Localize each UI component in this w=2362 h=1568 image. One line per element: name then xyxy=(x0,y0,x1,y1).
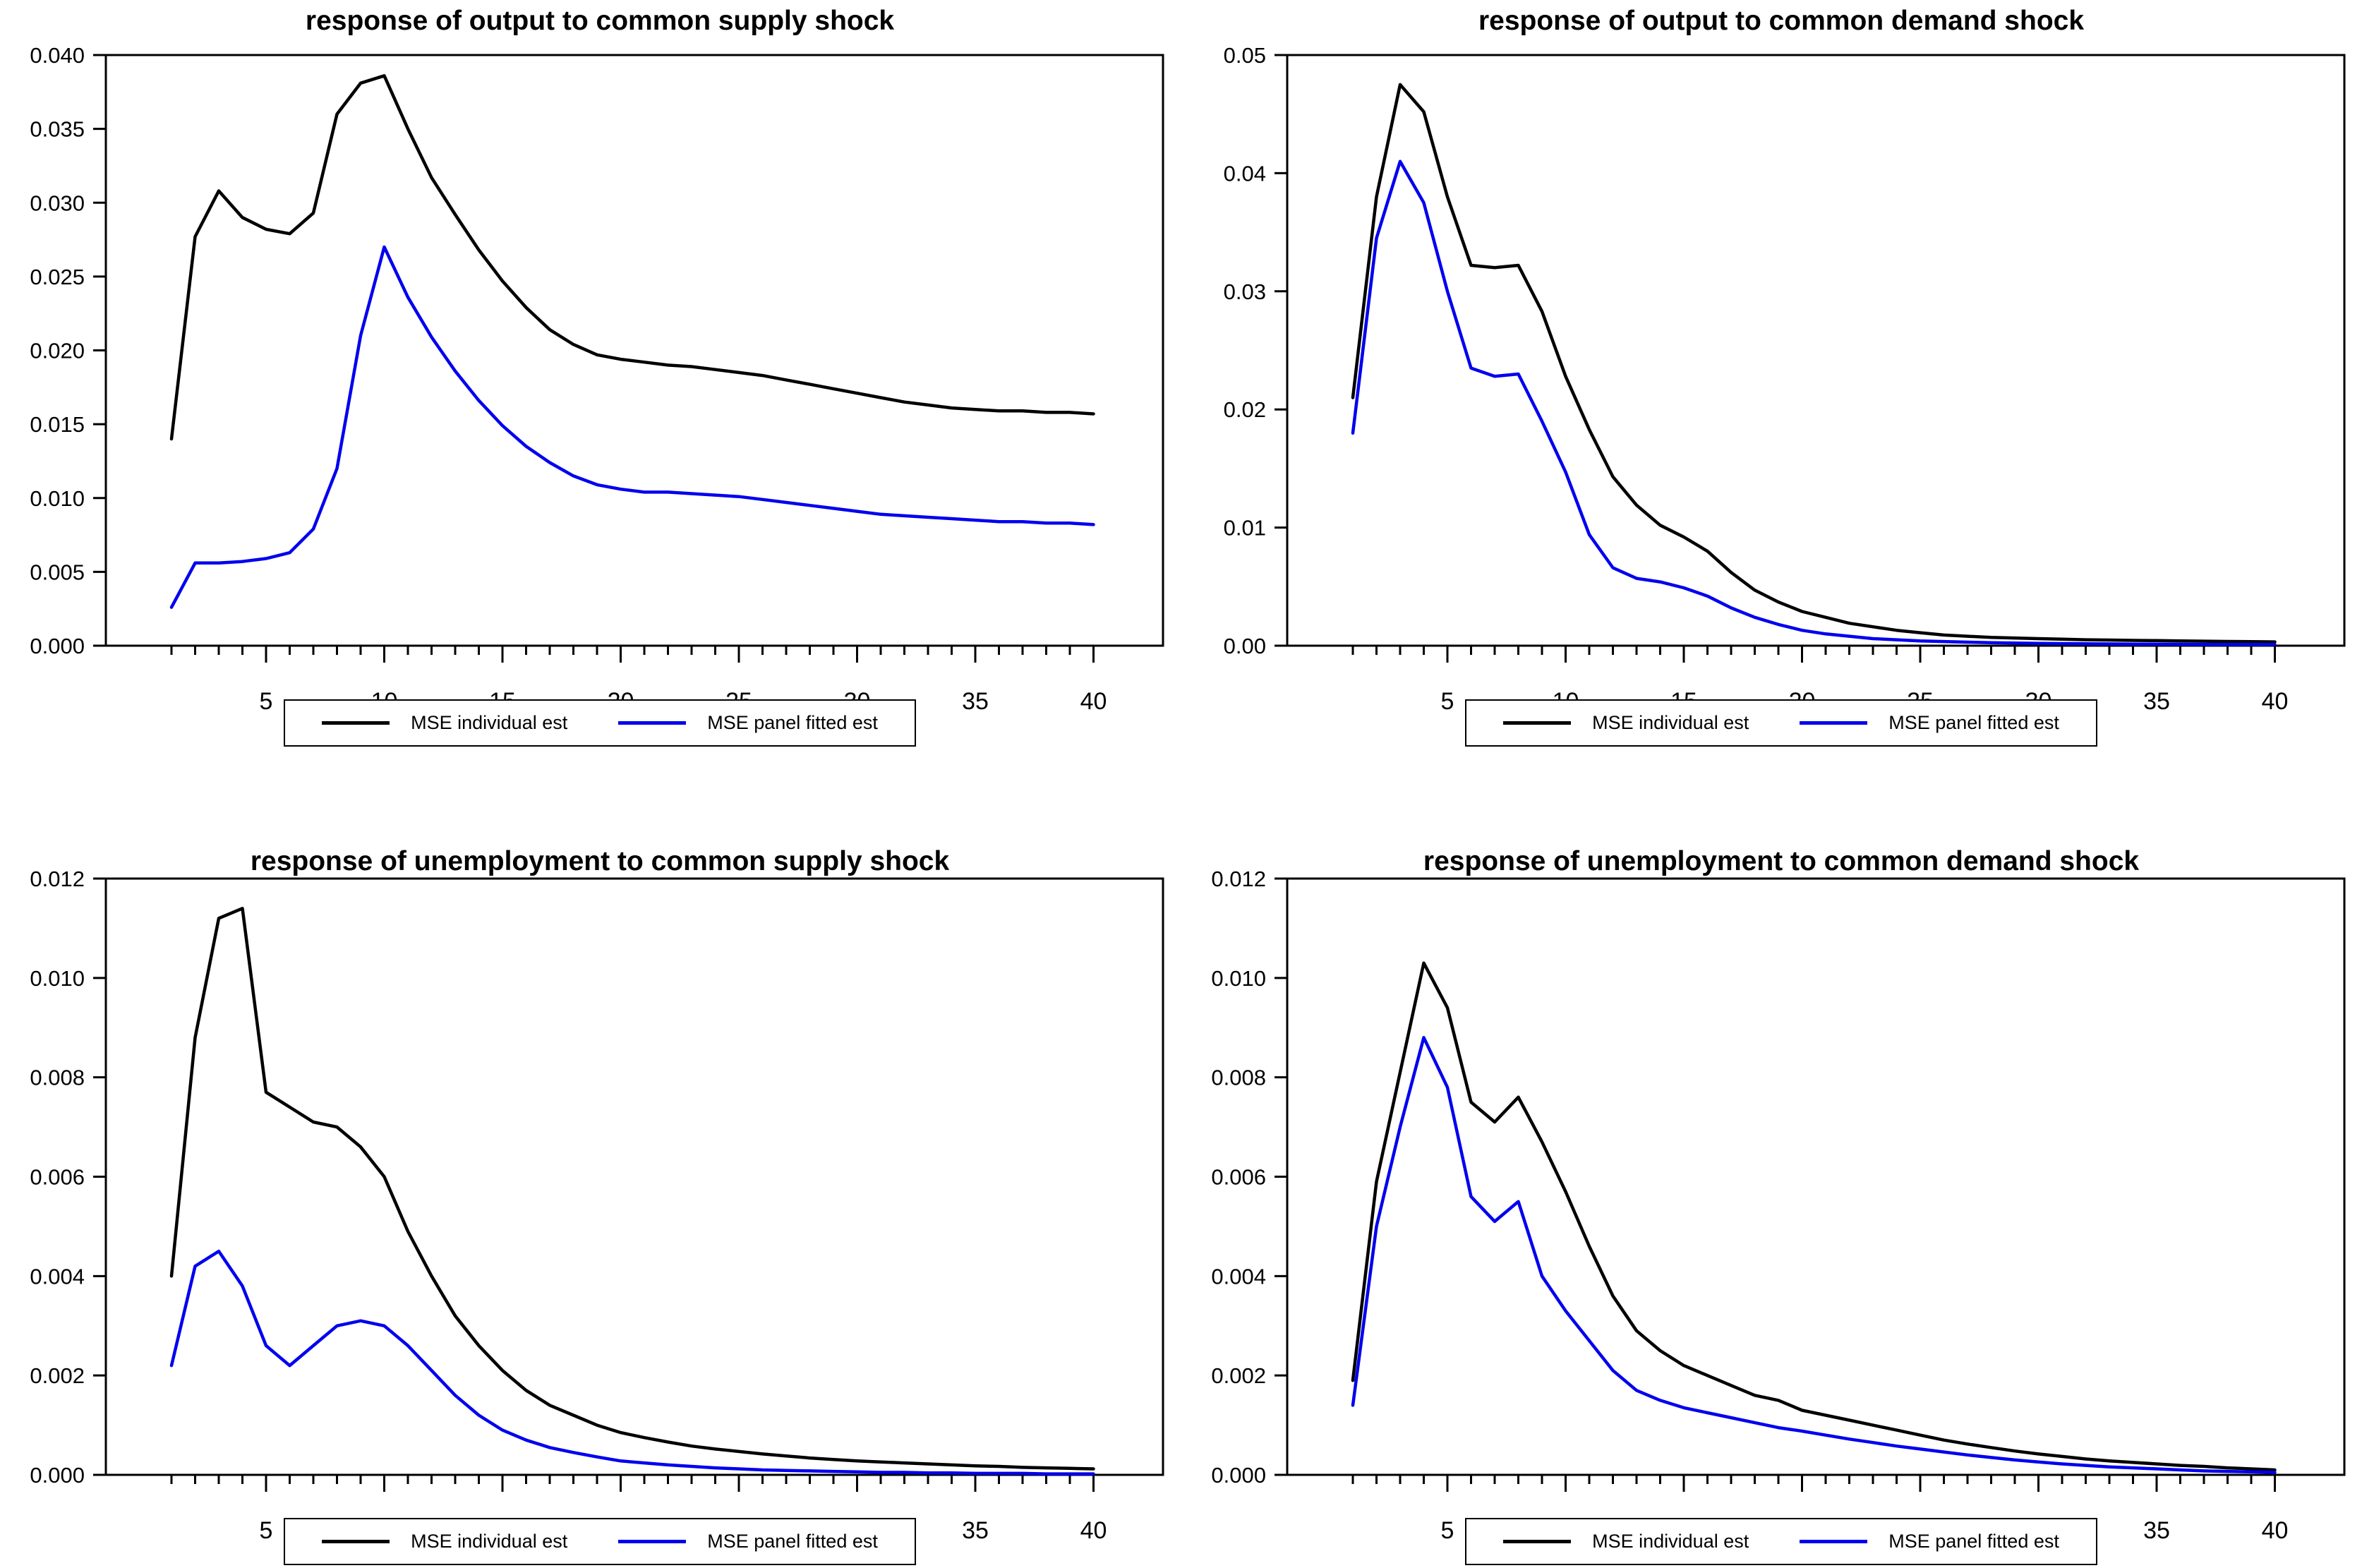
legend-label-panel-fitted: MSE panel fitted est xyxy=(1888,712,2059,733)
series-line-mse-panel-fitted xyxy=(1351,1036,2277,1474)
y-tick-label: 0.025 xyxy=(30,265,85,289)
blue-line-swatch-icon xyxy=(1800,721,1868,725)
legend-container: MSE individual est MSE panel fitted est xyxy=(1287,699,2275,747)
plot-area-output-demand: 0.050.040.030.020.010.00510152025303540 xyxy=(1224,43,2346,715)
chart-title: response of output to common demand shoc… xyxy=(1478,6,2085,36)
y-tick-label: 0.01 xyxy=(1224,516,1266,541)
legend-label-individual: MSE individual est xyxy=(1592,712,1749,733)
chart-title: response of output to common supply shoc… xyxy=(305,6,895,36)
legend-label-individual: MSE individual est xyxy=(411,712,568,733)
y-tick-label: 0.012 xyxy=(1211,867,1266,891)
plot-area-unemployment-supply: 0.0120.0100.0080.0060.0040.0020.00051015… xyxy=(30,867,1164,1544)
y-tick-label: 0.004 xyxy=(30,1264,85,1289)
legend-item-panel-fitted: MSE panel fitted est xyxy=(1800,712,2059,734)
panel-unemployment-supply-shock: response of unemployment to common suppl… xyxy=(0,784,1181,1568)
legend-label-individual: MSE individual est xyxy=(1592,1531,1749,1552)
x-tick-label: 5 xyxy=(1441,1517,1454,1544)
y-tick-label: 0.02 xyxy=(1224,397,1266,422)
panel-unemployment-demand-shock: response of unemployment to common deman… xyxy=(1181,784,2362,1568)
series-line-mse-panel-fitted xyxy=(1351,159,2277,646)
y-tick-label: 0.030 xyxy=(30,191,85,215)
y-tick-label: 0.020 xyxy=(30,339,85,363)
y-tick-label: 0.000 xyxy=(1211,1463,1266,1488)
legend-item-individual: MSE individual est xyxy=(1503,712,1749,734)
legend-container: MSE individual est MSE panel fitted est xyxy=(1287,1518,2275,1565)
black-line-swatch-icon xyxy=(1503,721,1572,725)
series-line-mse-individual xyxy=(169,74,1095,441)
y-tick-label: 0.002 xyxy=(30,1363,85,1388)
plot-area-unemployment-demand: 0.0120.0100.0080.0060.0040.0020.00051015… xyxy=(1211,867,2346,1544)
blue-line-swatch-icon xyxy=(1800,1540,1868,1543)
plot-frame xyxy=(104,54,1164,647)
y-tick-label: 0.010 xyxy=(30,966,85,991)
x-tick-label: 35 xyxy=(962,688,989,715)
y-tick-label: 0.000 xyxy=(30,634,85,658)
plot-frame xyxy=(1286,54,2346,647)
legend-box: MSE individual est MSE panel fitted est xyxy=(284,1518,916,1565)
black-line-swatch-icon xyxy=(1503,1540,1572,1543)
y-tick-label: 0.002 xyxy=(1211,1363,1266,1388)
legend-label-panel-fitted: MSE panel fitted est xyxy=(1888,1531,2059,1552)
series-line-mse-panel-fitted xyxy=(169,1249,1095,1476)
x-tick-label: 40 xyxy=(1080,688,1107,715)
y-tick-label: 0.05 xyxy=(1224,43,1266,68)
panel-output-demand-shock: response of output to common demand shoc… xyxy=(1181,0,2362,784)
plot-area-output-supply: 0.040 0.035 0.030 0.025 0.020 0.015 0.010 0.005… xyxy=(30,43,1164,715)
x-tick-label: 35 xyxy=(2143,1517,2170,1544)
legend-item-individual: MSE individual est xyxy=(322,712,567,734)
legend-container: MSE individual est MSE panel fitted est xyxy=(106,699,1094,747)
y-tick-label: 0.006 xyxy=(1211,1165,1266,1190)
y-tick-label: 0.008 xyxy=(1211,1066,1266,1090)
legend-label-individual: MSE individual est xyxy=(411,1531,568,1552)
x-tick-label: 5 xyxy=(260,688,273,715)
chart-title: response of unemployment to common deman… xyxy=(1423,846,2140,876)
series-line-mse-individual xyxy=(1351,961,2277,1472)
y-tick-label: 0.010 xyxy=(30,486,85,511)
y-tick-label: 0.035 xyxy=(30,117,85,142)
blue-line-swatch-icon xyxy=(618,721,687,725)
x-tick-label: 5 xyxy=(260,1517,273,1544)
legend-box: MSE individual est MSE panel fitted est xyxy=(1465,699,2097,747)
y-tick-label: 0.000 xyxy=(30,1463,85,1488)
y-tick-label: 0.010 xyxy=(1211,966,1266,991)
series-line-mse-individual xyxy=(169,907,1095,1471)
x-tick-label: 40 xyxy=(2262,1517,2289,1544)
y-tick-label: 0.006 xyxy=(30,1165,85,1190)
series-line-mse-panel-fitted xyxy=(169,245,1095,609)
x-tick-label: 40 xyxy=(2262,688,2289,715)
black-line-swatch-icon xyxy=(322,1540,390,1543)
legend-item-individual: MSE individual est xyxy=(322,1531,567,1552)
y-tick-label: 0.040 xyxy=(30,43,85,68)
legend-item-panel-fitted: MSE panel fitted est xyxy=(618,1531,878,1552)
black-line-swatch-icon xyxy=(322,721,390,725)
blue-line-swatch-icon xyxy=(618,1540,687,1543)
x-tick-label: 35 xyxy=(2143,688,2170,715)
y-tick-label: 0.04 xyxy=(1224,161,1266,186)
series-line-mse-individual xyxy=(1351,83,2277,644)
legend-container: MSE individual est MSE panel fitted est xyxy=(106,1518,1094,1565)
legend-box: MSE individual est MSE panel fitted est xyxy=(284,699,916,747)
legend-item-individual: MSE individual est xyxy=(1503,1531,1749,1552)
y-tick-label: 0.015 xyxy=(30,412,85,437)
y-tick-label: 0.00 xyxy=(1224,634,1266,658)
y-tick-label: 0.005 xyxy=(30,560,85,584)
legend-label-panel-fitted: MSE panel fitted est xyxy=(707,712,878,733)
chart-title: response of unemployment to common suppl… xyxy=(250,846,950,876)
plot-frame xyxy=(1286,877,2346,1476)
legend-label-panel-fitted: MSE panel fitted est xyxy=(707,1531,878,1552)
plot-frame xyxy=(104,877,1164,1476)
x-tick-label: 40 xyxy=(1080,1517,1107,1544)
panel-output-supply-shock: response of output to common supply shoc… xyxy=(0,0,1181,784)
x-tick-label: 35 xyxy=(962,1517,989,1544)
y-tick-label: 0.012 xyxy=(30,867,85,891)
x-tick-label: 5 xyxy=(1441,688,1454,715)
y-tick-label: 0.004 xyxy=(1211,1264,1266,1289)
y-tick-label: 0.03 xyxy=(1224,279,1266,304)
legend-item-panel-fitted: MSE panel fitted est xyxy=(618,712,878,734)
legend-item-panel-fitted: MSE panel fitted est xyxy=(1800,1531,2059,1552)
y-tick-label: 0.008 xyxy=(30,1066,85,1090)
legend-box: MSE individual est MSE panel fitted est xyxy=(1465,1518,2097,1565)
